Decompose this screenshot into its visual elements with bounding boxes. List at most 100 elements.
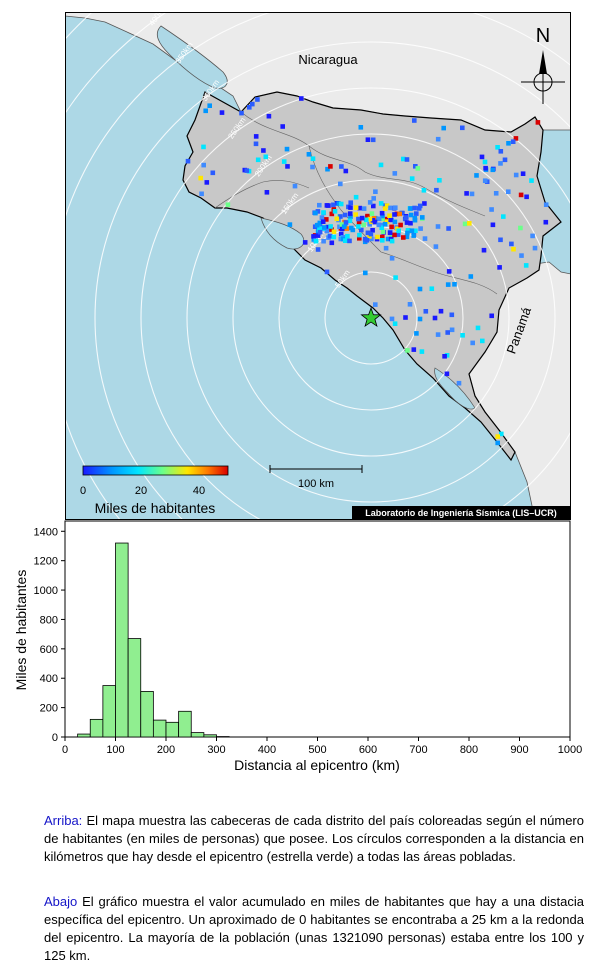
population-marker xyxy=(452,282,457,287)
population-marker xyxy=(315,233,321,238)
population-marker xyxy=(404,215,409,220)
population-marker xyxy=(361,222,366,228)
population-marker xyxy=(389,224,394,230)
population-marker xyxy=(310,156,316,161)
population-marker xyxy=(343,238,348,243)
population-marker xyxy=(401,235,406,240)
population-marker xyxy=(306,152,312,157)
y-tick-label: 0 xyxy=(52,732,58,744)
population-marker xyxy=(334,216,340,222)
population-marker xyxy=(404,234,410,240)
population-marker xyxy=(280,124,285,129)
histogram-bar xyxy=(152,719,167,738)
population-marker xyxy=(353,212,358,217)
histogram-bars xyxy=(77,542,230,738)
population-marker xyxy=(302,240,308,245)
population-marker xyxy=(513,172,519,178)
population-marker xyxy=(468,274,474,279)
population-marker xyxy=(376,222,382,228)
population-marker xyxy=(388,205,393,211)
population-marker xyxy=(329,240,335,246)
population-marker xyxy=(404,157,410,162)
population-markers xyxy=(185,96,549,446)
north-label: N xyxy=(536,25,550,47)
population-marker xyxy=(412,217,418,223)
population-marker xyxy=(336,201,341,206)
population-marker xyxy=(317,226,322,231)
population-marker xyxy=(523,263,529,268)
y-tick-label: 200 xyxy=(40,703,58,715)
population-marker xyxy=(203,108,208,114)
population-marker xyxy=(371,196,376,201)
population-marker xyxy=(389,238,395,244)
population-marker xyxy=(311,234,316,239)
population-marker xyxy=(462,221,468,227)
population-marker xyxy=(314,222,320,228)
population-marker xyxy=(432,315,438,321)
population-marker xyxy=(365,230,371,236)
population-marker xyxy=(543,219,549,225)
population-marker xyxy=(287,222,293,227)
population-marker xyxy=(373,189,378,194)
population-marker xyxy=(359,215,365,221)
population-marker xyxy=(414,331,419,336)
population-marker xyxy=(356,216,361,222)
population-marker xyxy=(543,202,549,207)
x-tick-label: 400 xyxy=(258,744,276,756)
population-marker xyxy=(417,316,423,322)
population-marker xyxy=(446,226,451,231)
population-marker xyxy=(325,224,331,230)
population-marker xyxy=(356,219,362,225)
population-marker xyxy=(404,220,410,225)
population-marker xyxy=(405,348,410,353)
population-marker xyxy=(327,233,333,239)
gulf-of-nicoya xyxy=(260,217,305,250)
population-marker xyxy=(361,206,367,211)
population-marker xyxy=(266,113,272,119)
population-marker xyxy=(384,203,390,208)
population-marker xyxy=(331,234,337,240)
population-marker xyxy=(343,168,349,174)
population-marker xyxy=(349,225,354,231)
population-marker xyxy=(219,110,225,115)
population-marker xyxy=(328,224,333,229)
population-marker xyxy=(364,217,369,223)
population-marker xyxy=(357,232,362,238)
population-marker xyxy=(322,225,327,230)
population-marker xyxy=(348,205,353,210)
population-marker xyxy=(535,120,541,125)
population-marker xyxy=(285,164,290,169)
population-marker xyxy=(393,205,398,210)
x-tick-label: 500 xyxy=(308,744,326,756)
province-borders xyxy=(214,111,498,295)
population-marker xyxy=(520,171,526,176)
population-marker xyxy=(519,253,524,258)
population-marker xyxy=(408,212,414,218)
population-marker xyxy=(387,213,392,218)
population-marker xyxy=(417,286,423,292)
population-marker xyxy=(344,226,350,231)
population-marker xyxy=(415,166,421,171)
population-marker xyxy=(299,96,304,101)
population-marker xyxy=(379,225,384,230)
population-marker xyxy=(382,222,388,227)
caption-top: Arriba: El mapa muestra las cabeceras de… xyxy=(44,812,584,866)
population-marker xyxy=(388,217,393,223)
population-marker xyxy=(367,200,373,205)
population-marker xyxy=(319,215,325,220)
x-tick-label: 600 xyxy=(359,744,377,756)
population-marker xyxy=(444,371,450,377)
x-tick-label: 300 xyxy=(207,744,225,756)
population-marker xyxy=(501,214,506,219)
population-marker xyxy=(378,201,384,206)
colorbar xyxy=(82,465,229,476)
population-marker xyxy=(367,216,373,222)
population-marker xyxy=(389,256,395,261)
population-marker xyxy=(495,440,500,446)
x-tick-label: 700 xyxy=(409,744,427,756)
population-marker xyxy=(363,270,368,276)
population-marker xyxy=(422,236,428,241)
population-marker xyxy=(359,227,364,233)
histogram-bar xyxy=(165,721,180,738)
population-marker xyxy=(532,245,538,251)
